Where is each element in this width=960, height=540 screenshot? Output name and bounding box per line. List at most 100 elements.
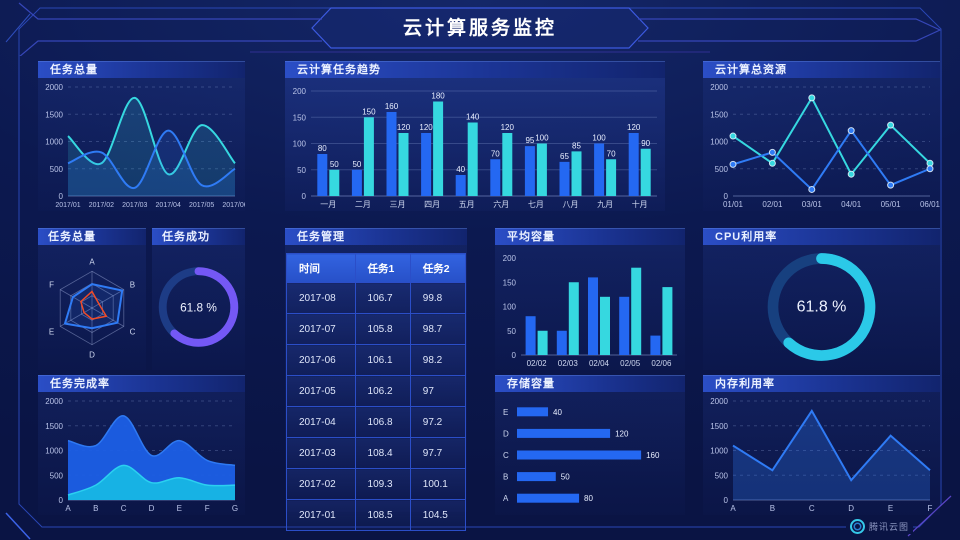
table-cell: 2017-06 bbox=[286, 344, 356, 376]
svg-text:E: E bbox=[49, 327, 54, 336]
svg-text:0: 0 bbox=[512, 351, 517, 360]
table-cell: 99.8 bbox=[409, 282, 467, 314]
svg-text:四月: 四月 bbox=[424, 200, 440, 209]
svg-text:150: 150 bbox=[362, 107, 376, 116]
tencent-cloud-logo-icon bbox=[850, 519, 865, 534]
panel-memory: 内存利用率 0 500 1000 1500 2000 A B C D E F bbox=[703, 375, 940, 515]
svg-text:70: 70 bbox=[491, 149, 500, 158]
table-cell: 106.8 bbox=[354, 406, 411, 438]
table-cell: 2017-08 bbox=[286, 282, 356, 314]
svg-text:2000: 2000 bbox=[710, 83, 728, 92]
table-cell: 108.5 bbox=[354, 499, 411, 531]
svg-text:2000: 2000 bbox=[710, 397, 728, 406]
table-cell: 97.7 bbox=[409, 437, 467, 469]
svg-text:02/04: 02/04 bbox=[589, 359, 610, 368]
svg-text:D: D bbox=[503, 429, 509, 438]
svg-text:40: 40 bbox=[456, 165, 465, 174]
svg-text:1500: 1500 bbox=[710, 110, 728, 119]
table-header-row: 时间 任务1 任务2 bbox=[286, 253, 467, 283]
svg-text:04/01: 04/01 bbox=[841, 200, 862, 209]
svg-text:F: F bbox=[49, 281, 54, 290]
svg-text:1000: 1000 bbox=[45, 447, 63, 456]
svg-text:C: C bbox=[121, 504, 127, 513]
table-cell: 100.1 bbox=[409, 468, 467, 500]
svg-text:1000: 1000 bbox=[710, 447, 728, 456]
svg-text:八月: 八月 bbox=[563, 200, 579, 209]
panel-cpu: CPU利用率 61.8 % bbox=[703, 228, 940, 370]
svg-text:D: D bbox=[848, 504, 854, 513]
svg-text:50: 50 bbox=[297, 166, 306, 175]
task-table: 时间 任务1 任务2 2017-08 106.7 99.8 2017-07 105.8 98.7… bbox=[286, 253, 467, 531]
table-row: 2017-02 109.3 100.1 bbox=[286, 468, 467, 500]
svg-text:50: 50 bbox=[561, 473, 570, 482]
svg-text:E: E bbox=[177, 504, 182, 513]
svg-text:200: 200 bbox=[503, 254, 517, 263]
table-cell: 2017-02 bbox=[286, 468, 356, 500]
panel-storage: 存储容量 E 40 D 120 C 160 B 50 A 80 bbox=[495, 375, 685, 515]
panel-completion: 任务完成率 0 500 1000 1500 2000 A B C D E F G bbox=[38, 375, 245, 515]
svg-text:500: 500 bbox=[50, 471, 64, 480]
table-cell: 97.2 bbox=[409, 406, 467, 438]
panel-title-avg-capacity: 平均容量 bbox=[495, 228, 685, 245]
task-management-table: 时间 任务1 任务2 2017-08 106.7 99.8 2017-07 105.8 98.7… bbox=[285, 244, 467, 531]
tasks-total-line-chart: 0 500 1000 1500 2000 2017/01 2017/02 2017/03 201… bbox=[38, 77, 245, 211]
svg-text:1000: 1000 bbox=[710, 138, 728, 147]
svg-text:1500: 1500 bbox=[710, 422, 728, 431]
svg-text:100: 100 bbox=[592, 134, 606, 143]
svg-text:0: 0 bbox=[724, 496, 729, 505]
table-row: 2017-04 106.8 97.2 bbox=[286, 406, 467, 438]
table-cell: 98.2 bbox=[409, 344, 467, 376]
table-header-cell: 时间 bbox=[286, 253, 356, 283]
watermark: 腾讯云图 bbox=[846, 519, 914, 534]
svg-text:01/01: 01/01 bbox=[723, 200, 744, 209]
table-cell: 106.2 bbox=[354, 375, 411, 407]
table-row: 2017-01 108.5 104.5 bbox=[286, 499, 467, 531]
svg-text:E: E bbox=[503, 408, 508, 417]
svg-text:61.8 %: 61.8 % bbox=[180, 301, 217, 315]
svg-text:120: 120 bbox=[419, 123, 433, 132]
svg-text:61.8 %: 61.8 % bbox=[797, 299, 847, 316]
panel-title-tasks-total-line: 任务总量 bbox=[38, 61, 245, 78]
panel-title-task-trend: 云计算任务趋势 bbox=[285, 61, 665, 78]
svg-text:0: 0 bbox=[59, 192, 64, 201]
svg-text:F: F bbox=[928, 504, 933, 513]
svg-text:六月: 六月 bbox=[493, 199, 509, 209]
panel-task-trend: 云计算任务趋势 0 50 100 150 200 一月 80 50 二月 50 150 三月 160 12… bbox=[285, 61, 665, 211]
svg-text:0: 0 bbox=[59, 496, 64, 505]
svg-text:D: D bbox=[89, 351, 95, 360]
svg-text:2017/02: 2017/02 bbox=[89, 202, 114, 209]
avg-capacity-bar-chart: 0 50 100 150 200 02/02 02/03 02/04 02/05 02/06 bbox=[495, 244, 685, 370]
svg-text:F: F bbox=[205, 504, 210, 513]
svg-text:06/01: 06/01 bbox=[920, 200, 940, 209]
table-cell: 98.7 bbox=[409, 313, 467, 345]
table-cell: 109.3 bbox=[354, 468, 411, 500]
svg-text:90: 90 bbox=[641, 139, 650, 148]
svg-text:1000: 1000 bbox=[45, 138, 63, 147]
panel-task-success: 任务成功 61.8 % bbox=[152, 228, 245, 370]
svg-text:B: B bbox=[130, 281, 135, 290]
svg-text:0: 0 bbox=[302, 192, 307, 201]
svg-text:2017/04: 2017/04 bbox=[156, 202, 181, 209]
page-title: 云计算服务监控 bbox=[402, 18, 557, 39]
svg-text:120: 120 bbox=[501, 123, 515, 132]
svg-text:1500: 1500 bbox=[45, 110, 63, 119]
svg-text:G: G bbox=[232, 504, 238, 513]
watermark-label: 腾讯云图 bbox=[869, 522, 910, 532]
table-header-cell: 任务2 bbox=[409, 253, 467, 283]
svg-text:03/01: 03/01 bbox=[802, 200, 823, 209]
svg-text:A: A bbox=[65, 504, 71, 513]
table-cell: 105.8 bbox=[354, 313, 411, 345]
svg-text:80: 80 bbox=[584, 494, 593, 503]
svg-text:C: C bbox=[503, 451, 509, 460]
svg-text:2017/06: 2017/06 bbox=[222, 202, 245, 209]
table-cell: 97 bbox=[409, 375, 467, 407]
table-cell: 104.5 bbox=[409, 499, 467, 531]
svg-text:A: A bbox=[503, 494, 509, 503]
table-cell: 2017-04 bbox=[286, 406, 356, 438]
panel-title-storage: 存储容量 bbox=[495, 375, 685, 392]
table-cell: 106.7 bbox=[354, 282, 411, 314]
svg-text:40: 40 bbox=[553, 408, 562, 417]
panel-title-completion: 任务完成率 bbox=[38, 375, 245, 392]
cpu-gauge: 61.8 % bbox=[703, 244, 940, 370]
